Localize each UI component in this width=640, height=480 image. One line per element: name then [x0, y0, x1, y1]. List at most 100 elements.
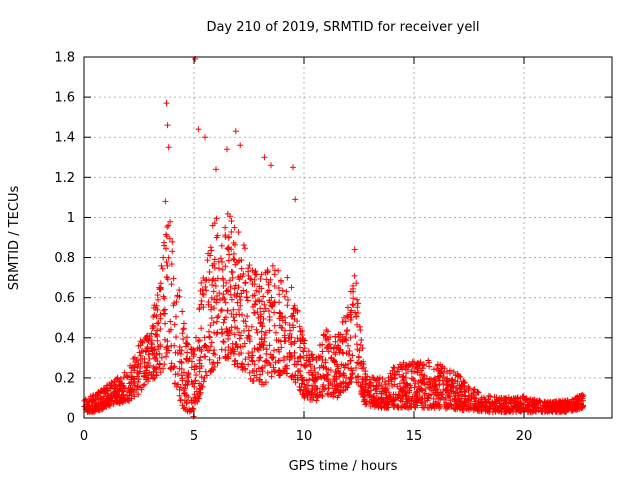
data-point [394, 383, 401, 390]
data-point [524, 408, 531, 415]
data-point [95, 389, 102, 396]
data-point [327, 334, 334, 341]
data-point [168, 281, 175, 288]
data-point [498, 405, 505, 412]
data-point [309, 382, 316, 389]
peak-point [202, 134, 208, 141]
data-point [403, 381, 410, 388]
data-point [190, 353, 197, 360]
data-point [230, 346, 237, 353]
data-point [352, 364, 359, 371]
data-point [218, 306, 225, 313]
data-point [176, 386, 183, 393]
data-point [180, 405, 187, 412]
data-point [392, 391, 399, 398]
data-point [307, 363, 314, 370]
data-point [323, 345, 330, 352]
data-point [151, 312, 158, 319]
peak-point [261, 154, 268, 161]
data-point [325, 348, 332, 355]
data-point [90, 397, 97, 404]
data-point [436, 377, 443, 384]
data-point [255, 297, 262, 304]
peak-point [165, 144, 172, 151]
data-point [309, 391, 316, 398]
data-point [204, 257, 211, 264]
data-point [246, 333, 253, 340]
data-point [309, 385, 316, 392]
data-point [271, 368, 278, 375]
data-point [224, 307, 231, 314]
data-point [271, 347, 278, 354]
data-point [286, 334, 293, 341]
data-point [578, 401, 585, 408]
data-point [101, 402, 108, 409]
peak-point [224, 146, 230, 153]
data-point [373, 390, 380, 397]
data-point [157, 369, 164, 376]
data-point [229, 345, 236, 352]
data-point [208, 339, 215, 346]
data-point [158, 262, 165, 269]
data-point [412, 397, 419, 404]
data-point [323, 337, 330, 344]
data-point [291, 355, 298, 362]
data-point [402, 374, 409, 381]
data-point [440, 380, 447, 387]
data-point [278, 279, 285, 286]
data-point [150, 368, 157, 375]
data-point [352, 333, 359, 340]
data-point [438, 391, 445, 398]
data-point [275, 367, 282, 374]
data-point [275, 357, 282, 364]
data-point [400, 384, 407, 391]
data-point [281, 338, 288, 345]
data-point [347, 334, 354, 341]
data-point [291, 302, 298, 309]
data-point [258, 271, 265, 278]
data-point [216, 265, 223, 272]
data-point [213, 330, 220, 337]
data-point [275, 346, 282, 353]
data-point [565, 399, 572, 406]
data-point [201, 334, 208, 341]
data-point [223, 355, 230, 362]
data-point [260, 308, 267, 315]
data-point [169, 248, 176, 255]
data-point [291, 361, 298, 368]
data-point [334, 386, 341, 393]
data-point [180, 369, 187, 376]
data-point [251, 281, 258, 288]
data-point [337, 371, 344, 378]
data-point [371, 376, 378, 383]
data-point [320, 364, 327, 371]
data-point [294, 318, 301, 325]
data-point [213, 215, 220, 222]
data-point [258, 298, 265, 305]
data-point [254, 329, 261, 336]
data-point [238, 265, 245, 272]
data-point [240, 270, 247, 277]
data-point [302, 362, 309, 369]
data-point [357, 382, 364, 389]
data-point [459, 391, 466, 398]
data-point [347, 374, 354, 381]
data-point [317, 353, 324, 360]
data-point [148, 345, 155, 352]
data-point [365, 384, 372, 391]
data-point [167, 365, 174, 372]
data-point [151, 354, 158, 361]
data-point [271, 309, 278, 316]
data-point [228, 296, 235, 303]
data-point [220, 338, 227, 345]
data-point [356, 354, 363, 361]
data-point [465, 406, 472, 413]
data-point [207, 343, 214, 350]
data-point [198, 373, 205, 380]
data-point [433, 387, 440, 394]
data-point [445, 392, 452, 399]
data-point [355, 300, 362, 307]
data-point [236, 329, 243, 336]
data-point [354, 346, 361, 353]
